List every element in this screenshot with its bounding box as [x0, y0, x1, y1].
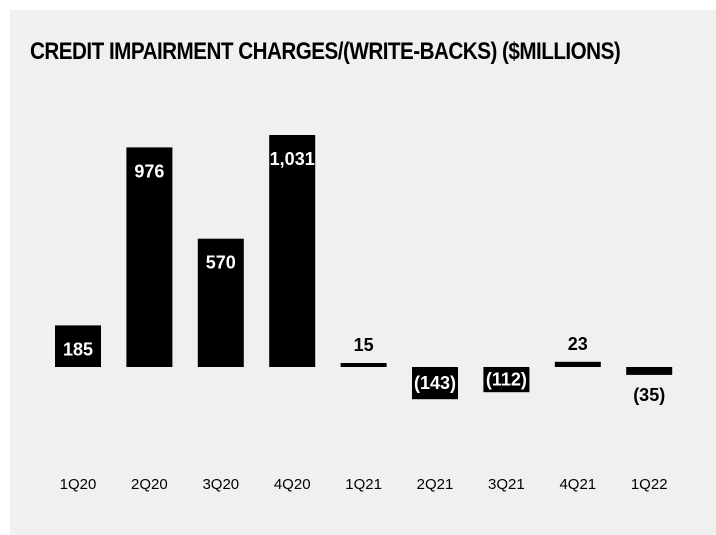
data-label-3q21: (112): [486, 370, 527, 390]
data-label-2q20: 976: [134, 161, 164, 181]
bar-3q21: [483, 367, 530, 393]
x-tick-2q21: 2Q21: [417, 476, 454, 493]
bar-1q22: [626, 367, 673, 375]
data-label-1q20: 185: [63, 339, 93, 359]
bar-1q20: [55, 325, 101, 367]
data-labels-group: 185 976 570 1,031 15 (143) (112) 23 (35): [63, 149, 665, 405]
x-tick-2q20: 2Q20: [131, 476, 168, 493]
x-tick-4q21: 4Q21: [559, 476, 596, 493]
bar-4q21: [554, 361, 601, 367]
x-tick-1q20: 1Q20: [60, 476, 97, 493]
bar-2q20: [126, 147, 173, 367]
data-label-3q20: 570: [206, 253, 236, 273]
data-label-4q21: 23: [568, 334, 588, 354]
x-tick-4q20: 4Q20: [274, 476, 311, 493]
x-axis-ticks: 1Q20 2Q20 3Q20 4Q20 1Q21 2Q21 3Q21 4Q21 1Q22: [60, 476, 668, 493]
chart-title: CREDIT IMPAIRMENT CHARGES/(WRITE-BACKS) …: [30, 38, 621, 65]
x-tick-3q20: 3Q20: [202, 476, 239, 493]
bar-2q21: [412, 367, 458, 400]
bar-3q20: [197, 238, 244, 367]
data-label-4q20: 1,031: [270, 149, 315, 169]
bar-1q21: [340, 363, 387, 367]
data-label-1q22: (35): [633, 385, 665, 405]
x-tick-1q21: 1Q21: [345, 476, 382, 493]
x-tick-3q21: 3Q21: [488, 476, 525, 493]
bar-4q20: [269, 135, 316, 367]
x-tick-1q22: 1Q22: [631, 476, 668, 493]
bars-group: [55, 135, 673, 400]
data-label-2q21: (143): [414, 373, 456, 393]
data-label-1q21: 15: [354, 335, 374, 355]
